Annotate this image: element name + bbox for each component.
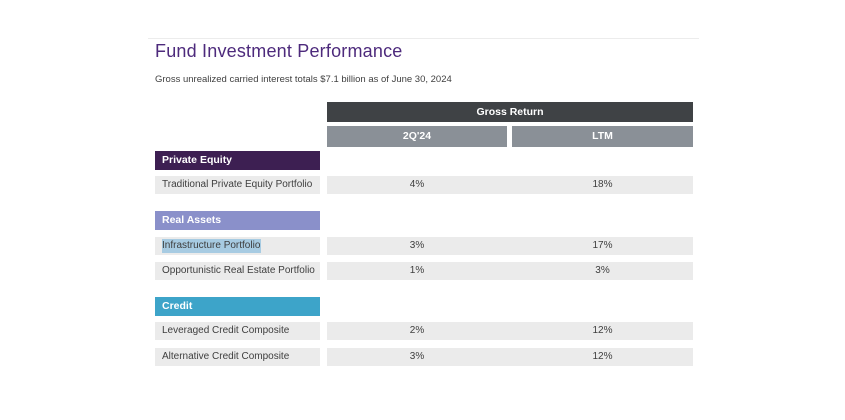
value-cell-2q24: 1% — [409, 265, 425, 276]
row-label-text: Alternative Credit Composite — [162, 351, 290, 362]
value-cell-2q24: 2% — [409, 325, 425, 336]
row-values-alternative-credit: 3% 12% — [327, 348, 693, 366]
row-label-leveraged-credit: Leveraged Credit Composite — [155, 322, 320, 340]
row-label-alternative-credit: Alternative Credit Composite — [155, 348, 320, 366]
value-cell-ltm: 17% — [592, 240, 613, 251]
value-cell-2q24: 3% — [409, 351, 425, 362]
value-cell-ltm: 18% — [592, 179, 613, 190]
value-cell-2q24: 4% — [409, 179, 425, 190]
row-values-traditional-private-equity: 4% 18% — [327, 176, 693, 194]
value-cell-ltm: 12% — [592, 325, 613, 336]
row-values-infrastructure: 3% 17% — [327, 237, 693, 255]
row-label-text: Leveraged Credit Composite — [162, 325, 290, 336]
page-title: Fund Investment Performance — [155, 41, 403, 61]
value-cell-ltm: 3% — [595, 265, 610, 276]
row-label-traditional-private-equity: Traditional Private Equity Portfolio — [155, 176, 320, 194]
selected-text-highlight[interactable]: Infrastructure Portfolio — [162, 239, 262, 253]
value-cell-ltm: 12% — [592, 351, 613, 362]
value-cell-2q24: 3% — [409, 240, 425, 251]
content-area-top-edge — [148, 38, 699, 39]
row-label-opportunistic-real-estate: Opportunistic Real Estate Portfolio — [155, 262, 320, 280]
column-header-2q24: 2Q'24 — [327, 126, 507, 147]
section-header-real-assets: Real Assets — [155, 211, 320, 230]
row-label-text: Traditional Private Equity Portfolio — [162, 179, 313, 190]
row-values-opportunistic-real-estate: 1% 3% — [327, 262, 693, 280]
page-subtitle: Gross unrealized carried interest totals… — [155, 74, 452, 85]
section-header-private-equity: Private Equity — [155, 151, 320, 170]
column-header-ltm: LTM — [512, 126, 693, 147]
row-label-text: Opportunistic Real Estate Portfolio — [162, 265, 315, 276]
row-label-infrastructure: Infrastructure Portfolio — [155, 237, 320, 255]
row-values-leveraged-credit: 2% 12% — [327, 322, 693, 340]
gross-return-group-header: Gross Return — [327, 102, 693, 122]
section-header-credit: Credit — [155, 297, 320, 316]
